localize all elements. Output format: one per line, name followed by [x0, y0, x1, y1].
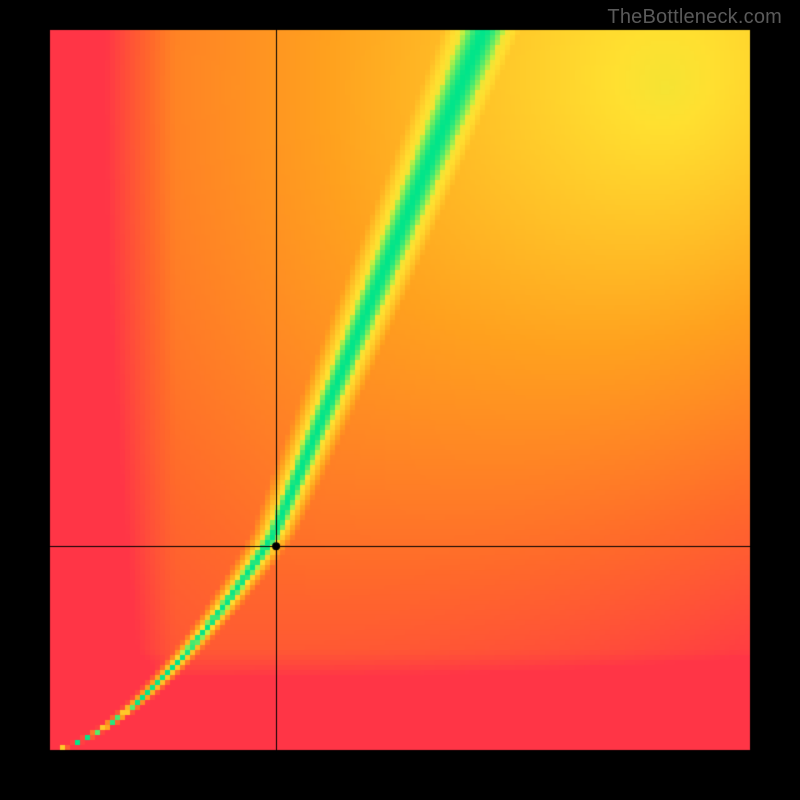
bottleneck-heatmap: [0, 0, 800, 800]
chart-container: TheBottleneck.com: [0, 0, 800, 800]
watermark-text: TheBottleneck.com: [607, 6, 782, 29]
